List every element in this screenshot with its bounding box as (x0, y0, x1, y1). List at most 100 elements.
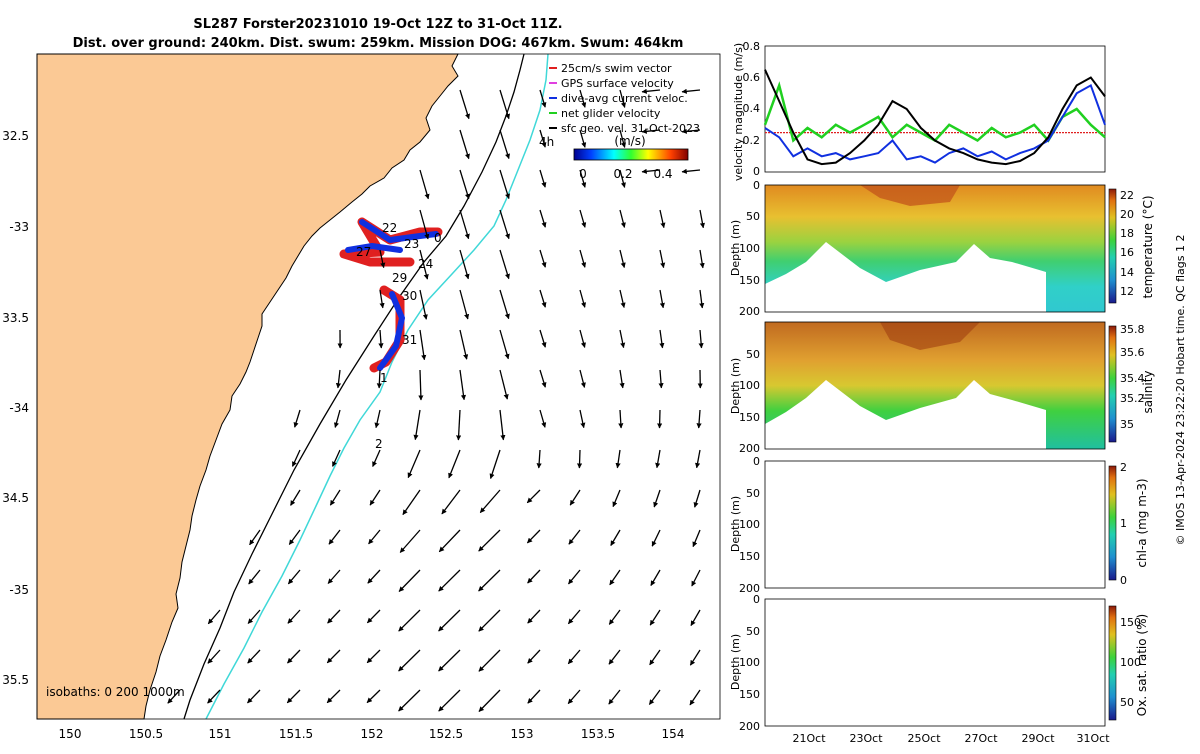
lat-tick-33-5: 33.5 (2, 311, 29, 325)
vel-ytick-1: 0.2 (743, 134, 761, 147)
colorbar-unit: (m/s) (614, 134, 645, 148)
legend-dive: dive-avg current veloc. (561, 92, 688, 105)
lon-tick-152: 152 (361, 727, 384, 741)
sal-ctick-35: 35 (1120, 418, 1134, 431)
oxy-ytick-4: 200 (739, 720, 760, 733)
day-label-22: 22 (382, 221, 397, 235)
temperature-cticks: 12 14 16 18 20 22 (1120, 189, 1134, 298)
chla-frame (765, 461, 1105, 588)
chla-ctick-0: 0 (1120, 574, 1127, 587)
time-tick-29oct: 29Oct (1021, 732, 1055, 745)
colorbar-tick-0: 0 (579, 167, 587, 181)
colorbar-bar (574, 149, 688, 160)
temp-ytick-3: 150 (739, 274, 760, 287)
lon-tick-152-5: 152.5 (429, 727, 463, 741)
title-line-1: SL287 Forster20231010 19-Oct 12Z to 31-O… (193, 17, 562, 32)
chla-colorbar (1109, 466, 1116, 580)
chla-panel: 0 50 100 150 200 Depth (m) 0 1 2 chl-a (… (729, 455, 1149, 595)
salinity-panel: 50 100 150 200 Depth (m) 35 35.2 35.4 35… (729, 322, 1155, 455)
day-label-31: 31 (402, 333, 417, 347)
temp-ytick-0: 0 (753, 179, 760, 192)
time-tick-23oct: 23Oct (849, 732, 883, 745)
map-lat-ticks: 32.5 -33 33.5 -34 34.5 -35 35.5 (2, 129, 29, 687)
salinity-clabel: salinity (1141, 370, 1155, 413)
time-tick-21oct: 21Oct (792, 732, 826, 745)
chla-ylabel: Depth (m) (729, 496, 742, 552)
legend-gps: GPS surface velocity (561, 77, 674, 90)
velocity-ylabel: velocity magnitude (m/s) (732, 43, 745, 181)
temp-ytick-2: 100 (739, 242, 760, 255)
sal-ytick-1: 50 (746, 348, 760, 361)
temperature-panel: 0 50 100 150 200 Depth (m) 12 14 16 18 2… (729, 179, 1155, 318)
temp-ctick-20: 20 (1120, 208, 1134, 221)
lon-tick-153-5: 153.5 (581, 727, 615, 741)
day-label-0: 0 (434, 231, 442, 245)
oxygen-ylabel: Depth (m) (729, 634, 742, 690)
sal-ytick-2: 100 (739, 379, 760, 392)
day-label-29: 29 (392, 271, 407, 285)
lat-tick-34-5: 34.5 (2, 491, 29, 505)
lat-tick-35-5: 35.5 (2, 673, 29, 687)
lon-tick-151: 151 (209, 727, 232, 741)
oxy-ytick-1: 50 (746, 625, 760, 638)
time-tick-25oct: 25Oct (907, 732, 941, 745)
oxy-ytick-0: 0 (753, 593, 760, 606)
chla-cticks: 0 1 2 (1120, 461, 1127, 587)
chla-ytick-3: 150 (739, 550, 760, 563)
velocity-yticks: 0 0.2 0.4 0.6 0.8 (743, 40, 761, 178)
map-lon-ticks: 150 150.5 151 151.5 152 152.5 153 153.5 … (59, 727, 685, 741)
title-line-2: Dist. over ground: 240km. Dist. swum: 25… (73, 36, 684, 51)
lat-tick-34: -34 (9, 401, 29, 415)
credit-text: © IMOS 13-Apr-2024 23:22:20 Hobart time.… (1174, 235, 1187, 546)
legend-swim: 25cm/s swim vector (561, 62, 672, 75)
oxy-ytick-2: 100 (739, 656, 760, 669)
day-label-4h: 4h (539, 135, 554, 149)
colorbar-tick-1: 0.2 (613, 167, 632, 181)
temp-ctick-22: 22 (1120, 189, 1134, 202)
oxygen-panel: 0 50 100 150 200 Depth (m) 50 100 150 Ox… (729, 593, 1149, 733)
day-label-30: 30 (402, 289, 417, 303)
chla-ctick-1: 1 (1120, 517, 1127, 530)
legend-net: net glider velocity (561, 107, 661, 120)
day-label-27: 27 (356, 245, 371, 259)
oxy-ctick-50: 50 (1120, 696, 1134, 709)
chla-ytick-0: 0 (753, 455, 760, 468)
oxygen-frame (765, 599, 1105, 726)
chla-yticks: 0 50 100 150 200 (739, 455, 760, 595)
day-label-2: 2 (375, 437, 383, 451)
temperature-yticks: 0 50 100 150 200 (739, 179, 760, 318)
vel-ytick-4: 0.8 (743, 40, 761, 53)
temp-ctick-16: 16 (1120, 246, 1134, 259)
isobaths-label: isobaths: 0 200 1000m (46, 685, 185, 699)
oxy-ytick-3: 150 (739, 688, 760, 701)
time-tick-27oct: 27Oct (964, 732, 998, 745)
sal-ytick-4: 200 (739, 442, 760, 455)
chla-ytick-2: 100 (739, 518, 760, 531)
oxygen-yticks: 0 50 100 150 200 (739, 593, 760, 733)
lat-tick-32-5: 32.5 (2, 129, 29, 143)
time-axis: 21Oct 23Oct 25Oct 27Oct 29Oct 31Oct (792, 732, 1110, 745)
temp-ytick-4: 200 (739, 305, 760, 318)
lon-tick-150-5: 150.5 (129, 727, 163, 741)
temperature-colorbar (1109, 189, 1116, 303)
chla-ytick-1: 50 (746, 487, 760, 500)
temp-ytick-1: 50 (746, 210, 760, 223)
temp-ctick-18: 18 (1120, 227, 1134, 240)
oxygen-colorbar (1109, 606, 1116, 720)
vel-ytick-2: 0.4 (743, 102, 761, 115)
salinity-yticks: 50 100 150 200 (739, 348, 760, 455)
temperature-clabel: temperature (°C) (1141, 196, 1155, 299)
lon-tick-150: 150 (59, 727, 82, 741)
velocity-arrow (660, 410, 661, 428)
temperature-ylabel: Depth (m) (729, 220, 742, 276)
velocity-arrow (579, 450, 580, 468)
map-panel: 22 23 0 27 24 29 30 31 1 2 4h 25cm/s swi… (2, 54, 720, 741)
velocity-panel: 0 0.2 0.4 0.6 0.8 velocity magnitude (m/… (732, 40, 1105, 181)
lon-tick-151-5: 151.5 (279, 727, 313, 741)
lon-tick-153: 153 (511, 727, 534, 741)
lon-tick-154: 154 (662, 727, 685, 741)
day-label-23: 23 (404, 237, 419, 251)
salinity-colorbar (1109, 326, 1116, 442)
vel-ytick-0: 0 (753, 165, 760, 178)
